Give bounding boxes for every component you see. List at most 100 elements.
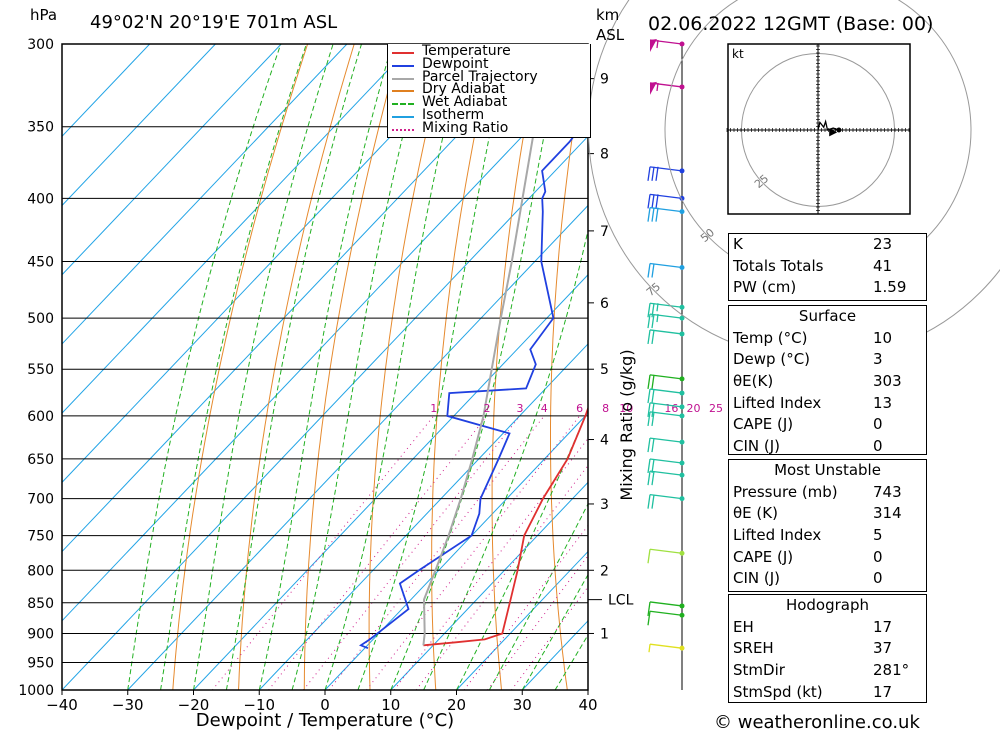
wind-barb-staff <box>649 470 683 476</box>
index-row: Pressure (mb) 743 <box>729 482 926 504</box>
wind-barb <box>647 206 685 222</box>
index-value: 314 <box>873 504 902 523</box>
wind-barb <box>647 329 685 345</box>
mixing-ratio-label: 4 <box>541 402 548 415</box>
wind-barb-full <box>647 601 651 617</box>
wind-barb-staff <box>649 388 683 394</box>
hodograph-end-dot <box>836 127 842 133</box>
x-tick-label: −10 <box>243 696 275 714</box>
plot-frame <box>61 43 589 691</box>
legend-label: Parcel Trajectory <box>422 68 538 85</box>
pressure-tick-label: 700 <box>27 492 54 508</box>
wind-barb-staff <box>649 193 683 200</box>
pressure-tick-label: 350 <box>27 120 54 136</box>
wind-barb <box>647 388 685 404</box>
isotherm-line <box>456 550 588 690</box>
index-row: Lifted Index 5 <box>729 525 926 547</box>
dry-adiabat-line <box>491 44 542 690</box>
isotherm-line <box>258 343 588 690</box>
wind-barb-full <box>655 166 659 181</box>
wind-barb-full <box>651 313 655 329</box>
km-tick-label: 1 <box>600 626 609 642</box>
pressure-unit-label: hPa <box>30 6 57 24</box>
dry-adiabat-line <box>662 44 699 690</box>
km-tick-label: 3 <box>600 497 609 513</box>
wind-barb-full <box>651 374 655 389</box>
dry-adiabat-line <box>550 44 588 690</box>
dry-adiabat-line <box>368 44 448 690</box>
index-label: CAPE (J) <box>733 547 794 566</box>
km-tick-label: 4 <box>600 433 609 449</box>
wind-barb-full <box>647 611 651 626</box>
pressure-tick-label: 650 <box>27 452 54 468</box>
x-tick-label: −30 <box>112 696 144 714</box>
legend-swatch <box>392 77 414 80</box>
profile-series <box>358 44 588 650</box>
pressure-tick-label: 750 <box>27 529 54 545</box>
wind-barb-full <box>647 166 651 181</box>
wet-adiabat-line <box>193 44 334 690</box>
indices-general: K 23 Totals Totals 41 PW (cm) 1.59 <box>728 233 927 301</box>
wet-adiabat-line <box>456 407 588 690</box>
hodograph-title: Hodograph <box>785 596 870 614</box>
wind-barb-full <box>647 263 651 278</box>
x-tick-label: −40 <box>46 696 78 714</box>
wind-barb-staff <box>649 402 683 408</box>
pressure-tick-label: 500 <box>27 311 54 327</box>
wind-barb-staff <box>649 437 683 443</box>
mixing-ratio-line <box>366 415 580 690</box>
wind-barb-half <box>648 644 651 653</box>
legend-label: Isotherm <box>422 107 485 123</box>
pressure-tick-label: 550 <box>27 362 54 378</box>
wind-barb <box>647 402 685 417</box>
wind-barb-full <box>647 411 651 427</box>
wind-barb-half <box>656 82 659 92</box>
mixing-ratio-line <box>268 415 488 690</box>
wind-barb-staff <box>649 262 683 269</box>
mixing-ratio-label: 2 <box>484 402 491 415</box>
wet-adiabat-line <box>258 44 393 690</box>
hodograph-trace <box>817 119 840 131</box>
indices-most-unstable: Most Unstable Pressure (mb) 743 θE (K) 314 L… <box>728 459 927 592</box>
wind-barb-flag <box>650 39 657 52</box>
pressure-tick-label: 800 <box>27 563 54 579</box>
wind-barb-full <box>647 388 651 404</box>
index-value: 41 <box>873 256 893 275</box>
legend-swatch <box>392 116 414 118</box>
x-axis-title: Dewpoint / Temperature (°C) <box>196 710 454 731</box>
x-tick-label: 10 <box>381 696 400 714</box>
index-label: EH <box>733 617 754 636</box>
dry-adiabat-line <box>960 44 1000 690</box>
wind-barb-full <box>647 402 651 417</box>
index-row: StmSpd (kt) 17 <box>729 682 926 704</box>
legend-item: Mixing Ratio <box>392 121 588 136</box>
dry-adiabat-line <box>431 44 495 690</box>
storm-motion-marker <box>829 128 838 137</box>
wind-barb-full <box>647 437 651 453</box>
mixing-ratio-label: 8 <box>602 402 609 415</box>
legend-item: Dewpoint <box>392 57 588 72</box>
wind-barb <box>649 39 685 52</box>
index-value: 3 <box>873 350 883 369</box>
surface-title: Surface <box>798 307 857 325</box>
pressure-tick-label: 450 <box>27 255 54 271</box>
index-row: PW (cm) 1.59 <box>729 277 926 299</box>
x-tick-label: −20 <box>178 696 210 714</box>
wind-barb <box>647 262 685 278</box>
index-value: 281° <box>873 661 910 680</box>
index-row: CIN (J) 0 <box>729 568 926 590</box>
isotherm-line <box>62 66 588 622</box>
legend-label: Wet Adiabat <box>422 94 508 111</box>
series-parcel-trajectory <box>422 44 552 646</box>
index-value: 10 <box>873 328 893 347</box>
isotherm-line <box>127 204 588 690</box>
mixing-ratio-label: 1 <box>430 402 437 415</box>
mixing-ratio-label: 3 <box>516 402 523 415</box>
km-tick-label: 5 <box>600 362 609 378</box>
x-tick-label: 20 <box>447 696 466 714</box>
km-tick-label: 6 <box>600 296 609 312</box>
index-value: 37 <box>873 639 893 658</box>
index-row: Temp (°C) 10 <box>729 328 926 350</box>
index-label: Temp (°C) <box>733 328 808 347</box>
isobars <box>62 43 588 691</box>
